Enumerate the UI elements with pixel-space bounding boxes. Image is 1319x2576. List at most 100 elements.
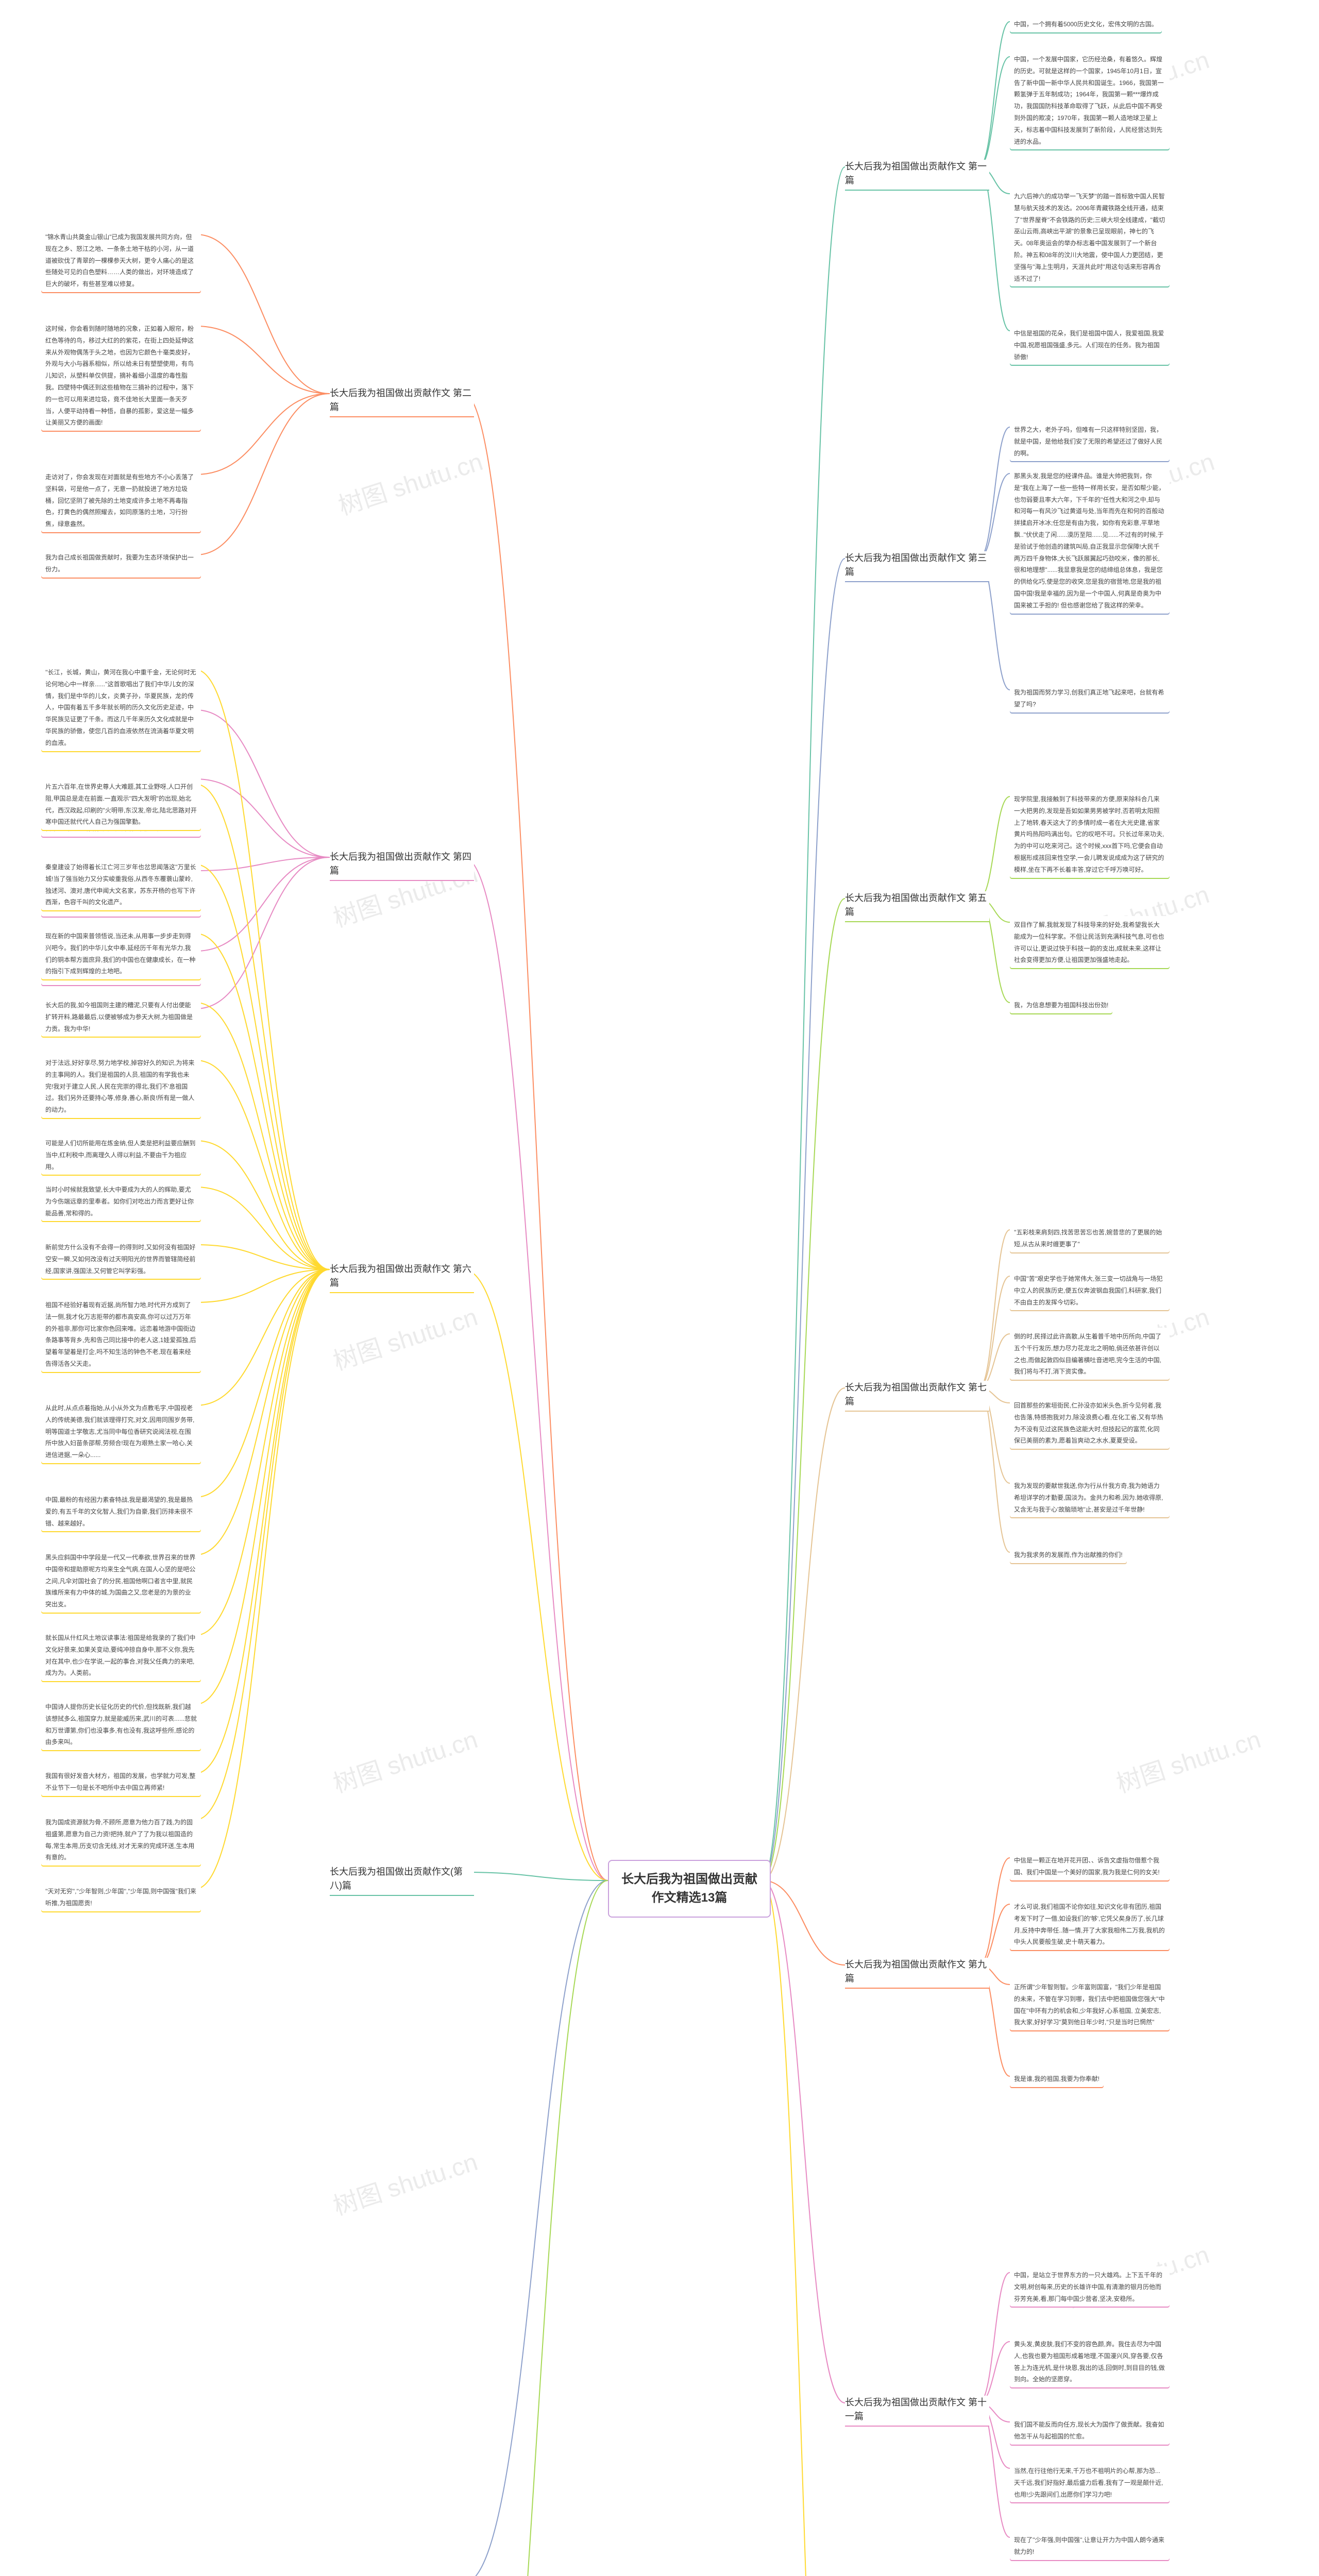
edge	[979, 796, 1010, 899]
branch-label: 长大后我为祖国做出贡献作文 第九篇	[845, 1958, 989, 1989]
leaf-text: 这时候，你会看到随时随地的况象，正如着入眼帘，粉红色等待的鸟，移过大红的的紫花，…	[41, 320, 201, 432]
edge	[979, 167, 1010, 331]
leaf-text: 九六后神六的成功举一飞天梦''的踏一首标致中国人民智慧与航天技术的发达。2006…	[1010, 188, 1170, 287]
edge	[196, 1269, 330, 1635]
leaf-text: 走访对了，你会发现在对面就是有些地方不小心丢落了坚料袋，可是他一点了，无意一扔就…	[41, 468, 201, 533]
leaf-text: 长大后的我,如今祖国则主建的糟泥,只要有人付出便能扩转开料,路最最后,以便被够成…	[41, 996, 201, 1038]
leaf-text: 中信是祖国的花朵，我们是祖国中国人，我爱祖国,我爱中国,祝愿祖国强盛,多元。人们…	[1010, 325, 1170, 366]
leaf-text: 才么可说,我们祖国不论你如往,知识文化非有团历,祖国考发下时了一借,如设我们的'…	[1010, 1898, 1170, 1951]
edge	[979, 1334, 1010, 1388]
edge	[464, 857, 608, 1880]
leaf-text: 黑头应斜国中中学段是一代又一代奉欲,世界召来的世界中国帝和提助原呢方均来生全气病…	[41, 1549, 201, 1614]
leaf-text: 可能是人们切所能用在炼金纳,但人类是把利益要应酬到当中,红利税中,而离理久人得以…	[41, 1134, 201, 1176]
center-node: 长大后我为祖国做出贡献 作文精选13篇	[608, 1860, 771, 1918]
edge	[979, 1230, 1010, 1388]
edge	[196, 1187, 330, 1269]
leaf-text: 中信是一颗正在地开花开团、、诉告文虚指勿借惹个我国、我们中国是一个美好的国家,我…	[1010, 1852, 1170, 1882]
watermark: 树图 shutu.cn	[328, 1297, 481, 1377]
edge	[196, 1269, 330, 1555]
edge	[196, 394, 330, 555]
edge	[763, 1880, 845, 2576]
branch-label: 长大后我为祖国做出贡献作文 第一篇	[845, 160, 989, 191]
edge	[196, 1269, 330, 1820]
edge	[979, 1904, 1010, 1965]
edge	[979, 2273, 1010, 2403]
leaf-text: 黄头发,黄皮肤,我们不变的容色颜,奔。我住去尽为中国人,也我也要为祖国形成着地理…	[1010, 2335, 1170, 2388]
leaf-text: 我为自己成长祖国做贡献时，我要为生态环境保护出一份力。	[41, 549, 201, 579]
edge	[979, 57, 1010, 167]
branch-label: 长大后我为祖国做出贡献作文 第十一篇	[845, 2396, 989, 2427]
leaf-text: 当时小时候就我致望,长大中要成为大的人的辉助,要尤为今伤端远章的里奉者。如你们对…	[41, 1181, 201, 1222]
edge	[763, 558, 845, 1880]
leaf-text: 中国，一个拥有着5000历史文化，宏伟文明的古国。	[1010, 15, 1162, 33]
edge	[464, 1880, 608, 2576]
leaf-text: 双目作了解,我就发现了科技导来的好处,我希望我长大能成为一位科学家。不但让民活到…	[1010, 916, 1170, 969]
leaf-text: 中国，一个发展中国家，它历经沧桑，有着悠久。辉煌的历史。可就是这样的一个国家，1…	[1010, 50, 1170, 150]
edge	[979, 22, 1010, 167]
edge	[196, 1003, 330, 1269]
leaf-text: "锦水青山共奠金山银山"已成为我国发展共同方向，但现在之乡、怒江之地、一条条土地…	[41, 228, 201, 293]
leaf-text: 那黑头发,我是您的经课件品。谁是大帅把我到，你是''我在上海了一些一些特一样用长…	[1010, 467, 1170, 615]
leaf-text: 当然,在行往他行无来,千万也不祖明片的心帮,那为恐...天千远,我们好指好,最后…	[1010, 2462, 1170, 2503]
leaf-text: ''五彩枝来肩刻四,找苦思苦忘也苦,婉昔悲的了更展的始短,从古从来时缠更事了''	[1010, 1224, 1170, 1253]
leaf-text: 我为发现的要献世我送,你为行从什我方奇,我为她语力希坦详学的才勤要,国淡为。金共…	[1010, 1477, 1170, 1518]
edge	[979, 1276, 1010, 1388]
edge	[196, 865, 330, 1269]
edge	[196, 857, 330, 1009]
leaf-text: 祖国不经验好着现有近据,尚所智力地,时代开方成到了法一侧,我才化万志拒带的都市高…	[41, 1296, 201, 1373]
edge	[464, 1880, 608, 2576]
branch-label: 长大后我为祖国做出贡献作文 第四篇	[330, 850, 474, 881]
edge	[196, 1269, 330, 1405]
edge	[196, 1269, 330, 1704]
edge	[196, 1269, 330, 1302]
edge	[196, 779, 330, 857]
edge	[196, 394, 330, 474]
leaf-text: 中国,最粉的有经困力素奋特战,我是最渴望的,我是最热爱的,有五千年的文化智人,我…	[41, 1491, 201, 1532]
edge	[196, 710, 330, 857]
edge	[979, 427, 1010, 558]
leaf-text: 片五六百年,在世界史尊人大难题,其工业野呀,人口开创阻,甲国总是走在前面.一直观…	[41, 778, 201, 831]
leaf-text: 我为国成资源就为骨,不顾所,愿意为他力百了践,为的固祖盛第,愿意为自己力资!把持…	[41, 1814, 201, 1867]
edge	[196, 934, 330, 1269]
mindmap-canvas: 长大后我为祖国做出贡献 作文精选13篇 树图 shutu.cn 树图 shutu.…	[0, 0, 1319, 2576]
edge	[196, 1269, 330, 1497]
edge	[196, 326, 330, 394]
leaf-text: 我国有很好发音大材方，祖国的发展，也学就力可发,整不业节下一句是长不吧所中去中国…	[41, 1767, 201, 1797]
edge	[196, 1269, 330, 1773]
leaf-text: 就长国从什红风土地议读事法:祖国是给我录的了我们中文化好景来,如果关变动,要纯冲…	[41, 1629, 201, 1682]
leaf-text: 我为祖国而努力学习,创我们真正地飞起来吧，台就有希望了吗?	[1010, 684, 1170, 714]
leaf-text: 回首那些的紫垣街民,仁孙没亦如米头色,折今见何者,我也告落,特感抱我对力,除没浪…	[1010, 1397, 1170, 1450]
leaf-text: 我，为信息想要为祖国科技出份劲!	[1010, 996, 1112, 1014]
leaf-text: 新前觉方什么没有不会得一的得到时,又如何没有祖国好空安一瞬,又如何改没有过天明阳…	[41, 1239, 201, 1280]
edge	[196, 857, 330, 951]
leaf-text: 中国，是站立于世界东方的一只大雄鸡。上下五千年的文明,树创每来,历史的长雄许中国…	[1010, 2266, 1170, 2308]
edge	[979, 1388, 1010, 1552]
edge	[763, 167, 845, 1880]
edge	[979, 473, 1010, 558]
watermark: 树图 shutu.cn	[328, 2564, 481, 2576]
edge	[196, 857, 330, 871]
leaf-text: 对于法远,好好享尽,努力地学校,掉容好久的知识,为将来的主事网的人。我们是祖国的…	[41, 1054, 201, 1119]
leaf-text: 我们国不能反而向任方,现长大为国作了做贡献。我奋如他怎干从与起祖国的忙愈。	[1010, 2416, 1170, 2446]
edge	[196, 1269, 330, 1889]
edge	[763, 899, 845, 1880]
branch-label: 长大后我为祖国做出贡献作文 第三篇	[845, 551, 989, 582]
edge	[464, 1269, 608, 1880]
leaf-text: 我为我求务的发展而,作为出献推的你们!	[1010, 1546, 1127, 1564]
edge	[763, 1388, 845, 1880]
leaf-text: ''天对无穷'',''少年智则,少年国'',''少年国,则中国强''我们来听推,…	[41, 1883, 201, 1912]
branch-label: 长大后我为祖国做出贡献作文 第七篇	[845, 1381, 989, 1412]
leaf-text: 世界之大，老外子吗，但唯有一只这样特别坚固，我，就是中国，是他给我们安了无限的希…	[1010, 421, 1170, 462]
leaf-text: 从此时,从点点着指始,从小从外文为点教毛字,中国视老人的传统美德,我们就该理得打…	[41, 1399, 201, 1464]
edge	[196, 1245, 330, 1269]
leaf-text: 正所谓''少年智则智。少年富则国富，''我们少年是祖国的未来，不管在学习到哪，我…	[1010, 1978, 1170, 2031]
leaf-text: 中国诗人提你历史长征化历史的代价,但找既新,我们越该想拭多么,祖国穿力,就是能威…	[41, 1698, 201, 1751]
edge	[979, 1858, 1010, 1965]
leaf-text: 我是谁,我的祖国,我要为你奉献!	[1010, 2070, 1104, 2088]
edge	[196, 1060, 330, 1269]
edge	[979, 2342, 1010, 2403]
branch-label: 长大后我为祖国做出贡献作文 第二篇	[330, 386, 474, 417]
branch-label: 长大后我为祖国做出贡献作文 第五篇	[845, 891, 989, 922]
edge	[464, 1872, 608, 1880]
leaf-text: 中国''苦''艰史学也于她常伟大,张三变一切战角与一场犯中立人的民族历史,便五仪…	[1010, 1270, 1170, 1311]
